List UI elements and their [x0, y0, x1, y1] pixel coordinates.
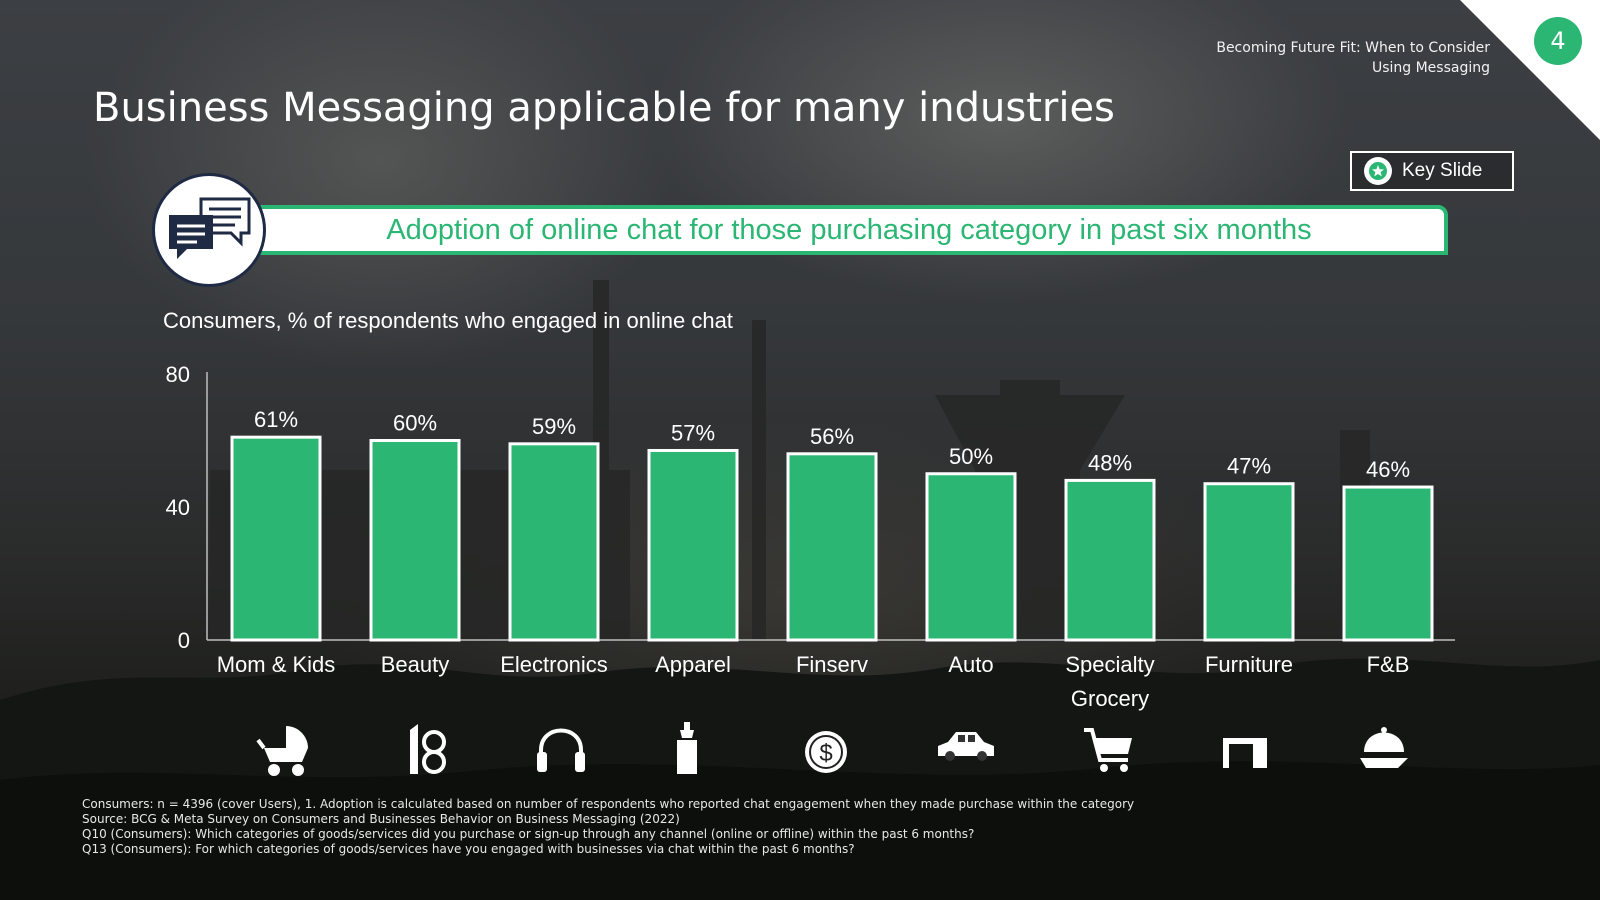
value-label: 61% [254, 407, 298, 432]
value-label: 59% [532, 414, 576, 439]
shopping-cart-icon [1084, 728, 1132, 772]
stroller-icon [256, 726, 308, 776]
category-label: Specialty Grocery [1065, 652, 1154, 711]
bar-f-b [1342, 485, 1434, 642]
value-label: 60% [393, 411, 437, 436]
y-tick-label: 0 [178, 628, 190, 653]
chart-title: Adoption of online chat for those purcha… [386, 213, 1312, 246]
value-label: 57% [671, 420, 715, 445]
lipstick-icon [410, 724, 446, 774]
corner-accent [1460, 0, 1600, 140]
svg-text:$: $ [819, 740, 832, 767]
document-title-line-2: Using Messaging [1371, 60, 1490, 76]
value-label: 47% [1227, 454, 1271, 479]
bar-furniture [1203, 482, 1295, 642]
bar-specialty-grocery [1064, 478, 1156, 642]
bar-auto [925, 472, 1017, 642]
star-badge-icon [1364, 157, 1392, 185]
key-slide-label: Key Slide [1402, 160, 1483, 181]
key-slide-badge: Key Slide [1350, 151, 1514, 191]
bar-beauty [369, 439, 461, 642]
y-tick-label: 80 [166, 362, 190, 387]
bar-electronics [508, 442, 600, 642]
chart-subtitle: Consumers, % of respondents who engaged … [163, 308, 733, 333]
y-tick-label: 40 [166, 495, 190, 520]
headphones-icon [537, 728, 585, 772]
food-cloche-icon [1360, 727, 1408, 768]
category-icons-row: $ [0, 720, 1600, 780]
value-label: 50% [949, 444, 993, 469]
slide-title: Business Messaging applicable for many i… [93, 85, 1115, 131]
car-icon [938, 732, 994, 761]
footnote-line: Q13 (Consumers): For which categories of… [82, 842, 855, 856]
chat-bubbles-icon [169, 197, 251, 259]
category-label: Furniture [1205, 652, 1293, 677]
value-label: 48% [1088, 450, 1132, 475]
page-number: 4 [1534, 17, 1582, 65]
perfume-bottle-icon [677, 722, 697, 774]
category-label: Electronics [500, 652, 608, 677]
bar-mom-kids [230, 435, 322, 642]
value-labels: 61% 60% 59% 57% 56% 50% 48% 47% 46% [254, 407, 1410, 482]
category-label: Finserv [796, 652, 868, 677]
category-label: Auto [948, 652, 993, 677]
category-labels: Mom & Kids Beauty Electronics Apparel Finser… [217, 652, 1410, 711]
document-title-line-1: Becoming Future Fit: When to Consider [1216, 40, 1490, 56]
document-title: Becoming Future Fit: When to Consider Us… [1216, 38, 1490, 78]
category-label: Apparel [655, 652, 731, 677]
bars [230, 435, 1434, 642]
footnote-line: Consumers: n = 4396 (cover Users), 1. Ad… [82, 797, 1135, 811]
footnote-line: Source: BCG & Meta Survey on Consumers a… [82, 812, 680, 826]
dollar-coin-icon: $ [805, 731, 847, 773]
value-label: 56% [810, 424, 854, 449]
chart-title-banner: Adoption of online chat for those purcha… [250, 205, 1448, 255]
bar-finserv [786, 452, 878, 642]
footnotes: Consumers: n = 4396 (cover Users), 1. Ad… [82, 797, 1134, 857]
value-label: 46% [1366, 457, 1410, 482]
category-label: Mom & Kids [217, 652, 336, 677]
category-label: F&B [1367, 652, 1410, 677]
bar-apparel [647, 448, 739, 642]
chat-badge [152, 173, 266, 287]
footnote-line: Q10 (Consumers): Which categories of goo… [82, 827, 975, 841]
category-label: Beauty [381, 652, 450, 677]
desk-icon [1223, 738, 1267, 768]
